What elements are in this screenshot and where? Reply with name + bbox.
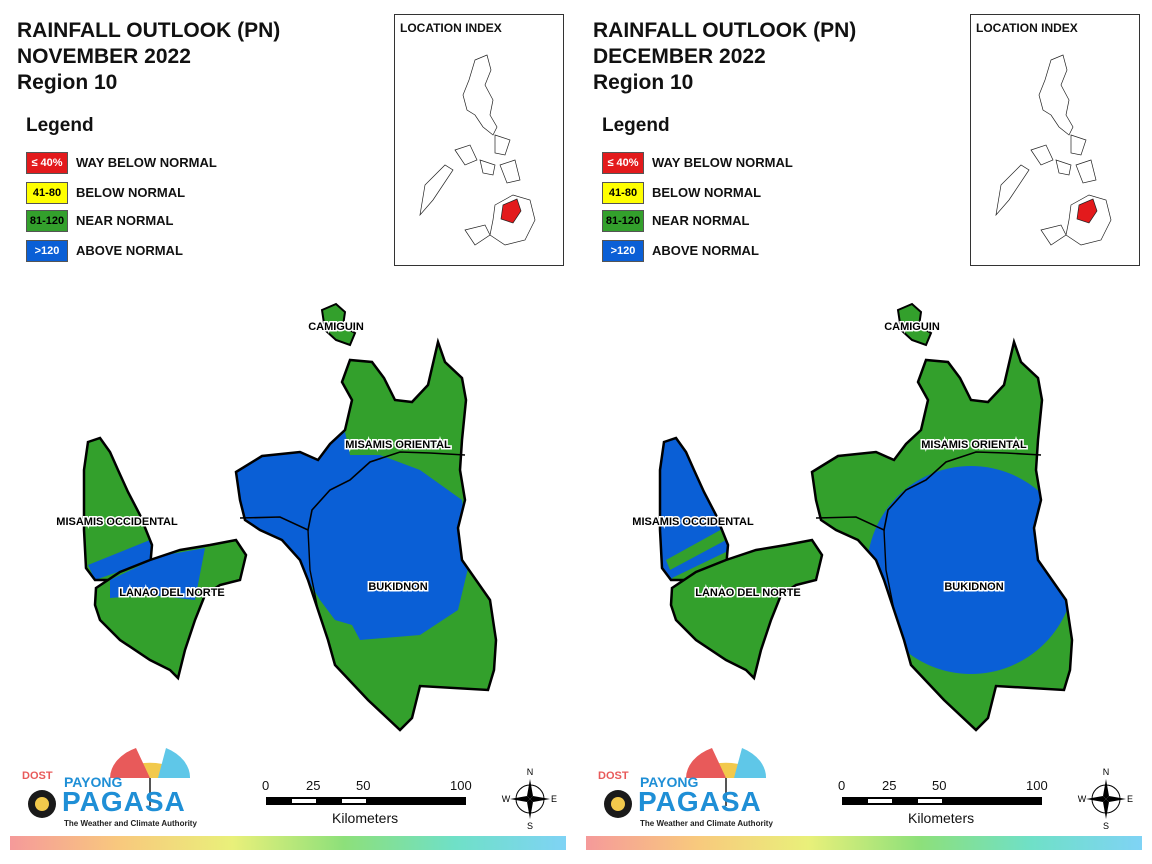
rainfall-map-december: CAMIGUIN MISAMIS ORIENTAL MISAMIS OCCIDE…: [631, 302, 1074, 732]
legend-label: BELOW NORMAL: [652, 185, 762, 200]
legend-label: WAY BELOW NORMAL: [76, 155, 217, 170]
scale-tick-0: 0: [838, 778, 846, 793]
label-lanao-del-norte: LANAO DEL NORTE: [695, 587, 801, 599]
legend-label: WAY BELOW NORMAL: [652, 155, 793, 170]
scale-tick-50: 50: [356, 778, 371, 793]
legend-swatch: >120: [602, 240, 644, 262]
title-line-2: DECEMBER 2022: [593, 45, 766, 68]
scale-tick-25: 25: [306, 778, 321, 793]
outlook-panel-november: RAINFALL OUTLOOK (PN) NOVEMBER 2022 Regi…: [10, 14, 566, 850]
title-line-2: NOVEMBER 2022: [17, 45, 191, 68]
rainfall-map-november: CAMIGUIN MISAMIS ORIENTAL MISAMIS OCCIDE…: [55, 302, 498, 732]
legend-label: ABOVE NORMAL: [76, 243, 183, 258]
legend-swatch: ≤ 40%: [26, 152, 68, 174]
legend-title: Legend: [26, 115, 94, 136]
pagasa-logo: DOST PAYONG PAGASA The Weather and Clima…: [594, 740, 774, 832]
dost-text: DOST: [22, 770, 53, 782]
scale-tick-25: 25: [882, 778, 897, 793]
compass-n: N: [1103, 767, 1110, 777]
title-line-1: RAINFALL OUTLOOK (PN): [593, 19, 857, 42]
legend-swatch: 41-80: [26, 182, 68, 204]
compass-rose-icon: N S W E: [1078, 767, 1133, 831]
color-band: [10, 836, 566, 850]
payong-text: PAYONG: [640, 774, 699, 790]
compass-s: S: [1103, 821, 1109, 831]
legend-swatch: 81-120: [602, 210, 644, 232]
title-line-3: Region 10: [593, 71, 694, 94]
map-title: RAINFALL OUTLOOK (PN) NOVEMBER 2022 Regi…: [17, 18, 280, 96]
scale-unit: Kilometers: [908, 810, 975, 826]
scale-unit: Kilometers: [332, 810, 399, 826]
payong-text: PAYONG: [64, 774, 123, 790]
label-lanao-del-norte: LANAO DEL NORTE: [119, 587, 225, 599]
outlook-panel-december: RAINFALL OUTLOOK (PN) DECEMBER 2022 Regi…: [576, 0, 1152, 864]
legend-swatch: 41-80: [602, 182, 644, 204]
location-index-inset: LOCATION INDEX: [394, 14, 564, 266]
scale-tick-100: 100: [450, 778, 472, 793]
region-10-highlight: [500, 198, 522, 224]
scale-tick-50: 50: [932, 778, 947, 793]
scale-tick-100: 100: [1026, 778, 1048, 793]
legend-label: ABOVE NORMAL: [652, 243, 759, 258]
title-line-1: RAINFALL OUTLOOK (PN): [17, 19, 281, 42]
title-line-3: Region 10: [17, 71, 118, 94]
compass-w: W: [502, 794, 511, 804]
legend-swatch: 81-120: [26, 210, 68, 232]
location-index-inset: LOCATION INDEX: [970, 14, 1140, 266]
tagline: The Weather and Climate Authority: [64, 819, 197, 828]
label-camiguin: CAMIGUIN: [884, 321, 940, 333]
label-misamis-oriental: MISAMIS ORIENTAL: [345, 439, 451, 451]
label-misamis-occidental: MISAMIS OCCIDENTAL: [632, 516, 754, 528]
legend-label: NEAR NORMAL: [76, 213, 174, 228]
map-title: RAINFALL OUTLOOK (PN) DECEMBER 2022 Regi…: [593, 18, 856, 96]
label-camiguin: CAMIGUIN: [308, 321, 364, 333]
compass-n: N: [527, 767, 534, 777]
legend-label: BELOW NORMAL: [76, 185, 186, 200]
legend-swatch: >120: [26, 240, 68, 262]
tagline: The Weather and Climate Authority: [640, 819, 773, 828]
dost-text: DOST: [598, 770, 629, 782]
compass-s: S: [527, 821, 533, 831]
location-index-title: LOCATION INDEX: [976, 21, 1078, 35]
label-misamis-occidental: MISAMIS OCCIDENTAL: [56, 516, 178, 528]
label-bukidnon: BUKIDNON: [368, 581, 427, 593]
legend-swatch: ≤ 40%: [602, 152, 644, 174]
color-band: [586, 836, 1142, 850]
scale-bar: 0 25 50 100 Kilometers: [838, 778, 1048, 828]
legend-label: NEAR NORMAL: [652, 213, 750, 228]
region-10-highlight: [1076, 198, 1098, 224]
compass-e: E: [551, 794, 557, 804]
label-bukidnon: BUKIDNON: [944, 581, 1003, 593]
scale-tick-0: 0: [262, 778, 270, 793]
philippines-inset-map: [419, 54, 536, 246]
philippines-inset-map: [995, 54, 1112, 246]
compass-rose-icon: N S W E: [502, 767, 557, 831]
pagasa-logo: DOST PAYONG PAGASA The Weather and Clima…: [18, 740, 198, 832]
legend-title: Legend: [602, 115, 670, 136]
pagasa-text: PAGASA: [62, 786, 186, 817]
pagasa-text: PAGASA: [638, 786, 762, 817]
compass-e: E: [1127, 794, 1133, 804]
label-misamis-oriental: MISAMIS ORIENTAL: [921, 439, 1027, 451]
compass-w: W: [1078, 794, 1087, 804]
scale-bar: 0 25 50 100 Kilometers: [262, 778, 472, 828]
location-index-title: LOCATION INDEX: [400, 21, 502, 35]
